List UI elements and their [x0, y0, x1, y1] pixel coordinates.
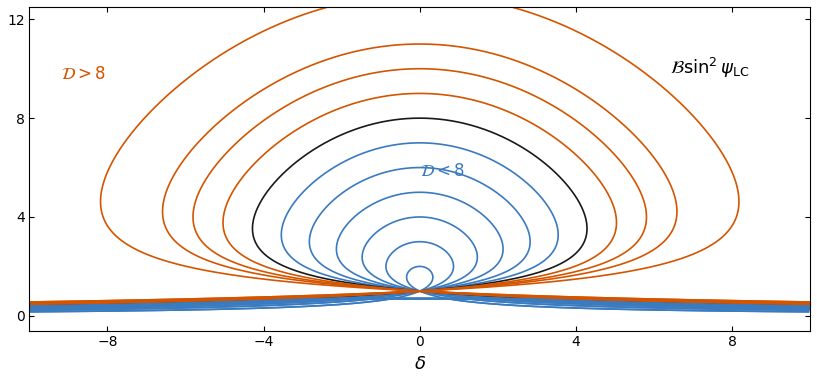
Text: $\mathcal{B}\sin^2\psi_{\mathrm{LC}}$: $\mathcal{B}\sin^2\psi_{\mathrm{LC}}$ — [670, 55, 749, 79]
Text: $\mathcal{D}<8$: $\mathcal{D}<8$ — [420, 162, 465, 180]
X-axis label: $\delta$: $\delta$ — [413, 355, 426, 373]
Text: $\mathcal{D}>8$: $\mathcal{D}>8$ — [60, 65, 105, 83]
